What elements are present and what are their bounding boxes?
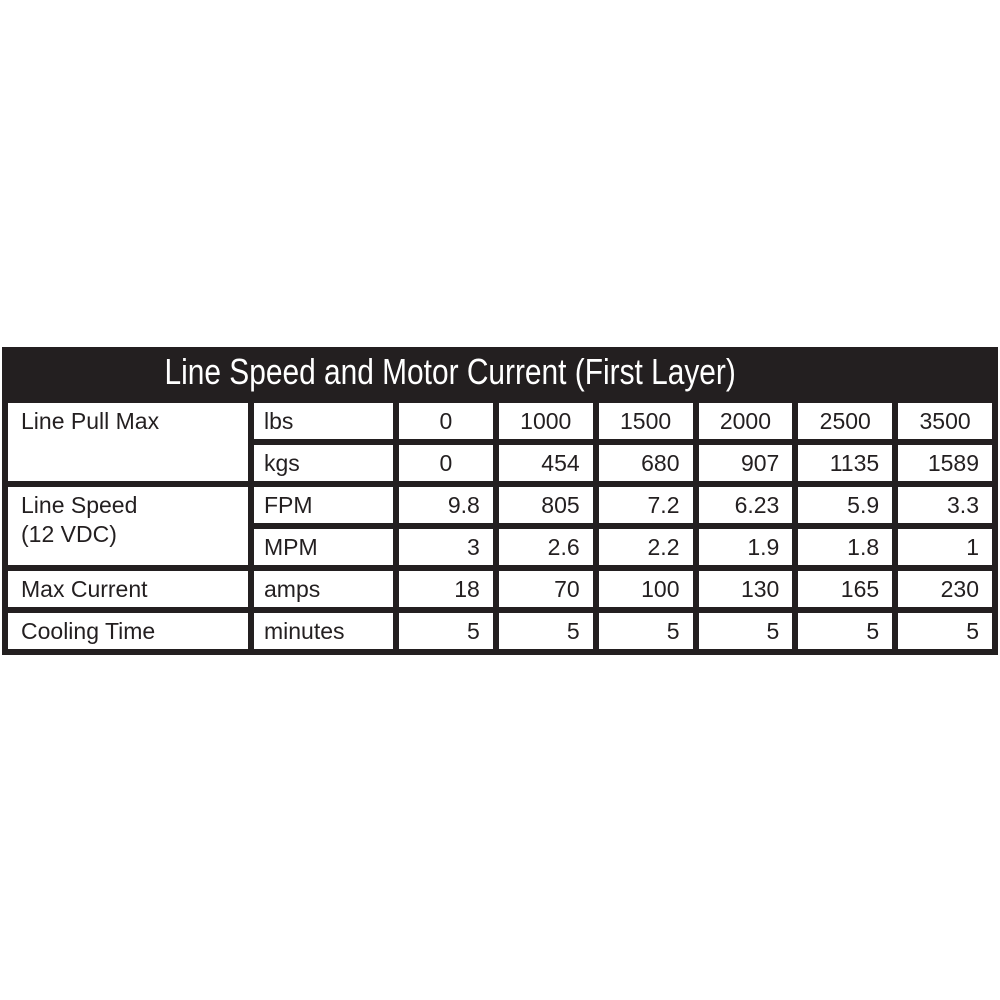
table-title: Line Speed and Motor Current (First Laye…: [164, 351, 736, 392]
value-cell: 2500: [798, 403, 893, 439]
table-title-bar: Line Speed and Motor Current (First Laye…: [2, 347, 998, 397]
unit-cell: minutes: [254, 613, 393, 649]
unit-cell: amps: [254, 571, 393, 607]
value-cell: 2.6: [498, 529, 593, 565]
value-cell: 18: [399, 571, 493, 607]
value-cell: 2000: [698, 403, 793, 439]
value-cell: 1000: [498, 403, 593, 439]
value-cell: 680: [598, 445, 693, 481]
value-cell: 2.2: [598, 529, 693, 565]
value-cell: 1: [898, 529, 992, 565]
value-cell: 130: [698, 571, 793, 607]
value-cell: 165: [798, 571, 893, 607]
unit-cell: lbs: [254, 403, 393, 439]
row-label: Line Speed (12 VDC): [8, 487, 248, 565]
value-cell: 7.2: [598, 487, 693, 523]
value-cell: 5: [798, 613, 893, 649]
table-grid: Line Pull Max lbs 0 1000 1500 2000 2500 3500 kgs…: [2, 397, 998, 655]
value-cell: 1589: [898, 445, 992, 481]
value-cell: 1.8: [798, 529, 893, 565]
value-cell: 0: [399, 445, 493, 481]
value-cell: 1135: [798, 445, 893, 481]
unit-cell: MPM: [254, 529, 393, 565]
value-cell: 454: [498, 445, 593, 481]
value-cell: 3500: [898, 403, 992, 439]
value-cell: 5: [498, 613, 593, 649]
row-label: Cooling Time: [8, 613, 248, 649]
value-cell: 9.8: [399, 487, 493, 523]
value-cell: 70: [498, 571, 593, 607]
unit-cell: kgs: [254, 445, 393, 481]
value-cell: 5.9: [798, 487, 893, 523]
value-cell: 907: [698, 445, 793, 481]
value-cell: 5: [598, 613, 693, 649]
value-cell: 5: [698, 613, 793, 649]
unit-cell: FPM: [254, 487, 393, 523]
row-label: Line Pull Max: [8, 403, 248, 481]
row-label: Max Current: [8, 571, 248, 607]
value-cell: 3: [399, 529, 493, 565]
value-cell: 6.23: [698, 487, 793, 523]
value-cell: 100: [598, 571, 693, 607]
line-speed-motor-current-table: Line Speed and Motor Current (First Laye…: [2, 347, 998, 655]
value-cell: 5: [399, 613, 493, 649]
value-cell: 1500: [598, 403, 693, 439]
value-cell: 1.9: [698, 529, 793, 565]
value-cell: 3.3: [898, 487, 992, 523]
value-cell: 0: [399, 403, 493, 439]
value-cell: 230: [898, 571, 992, 607]
value-cell: 805: [498, 487, 593, 523]
value-cell: 5: [898, 613, 992, 649]
